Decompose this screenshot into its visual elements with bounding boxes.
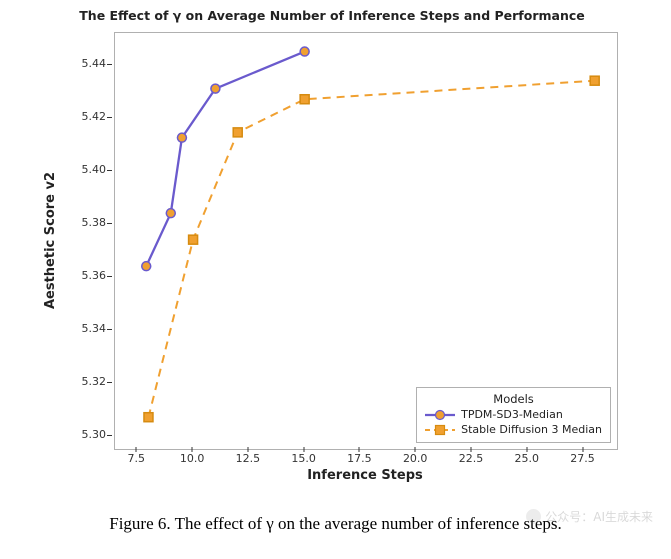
y-tick-label: 5.42 xyxy=(58,110,106,123)
y-tick-mark xyxy=(107,382,112,383)
x-tick-label: 17.5 xyxy=(347,452,372,465)
y-tick-mark xyxy=(107,276,112,277)
caption-label: Figure 6. xyxy=(109,514,170,533)
x-tick-label: 22.5 xyxy=(459,452,484,465)
y-tick-label: 5.32 xyxy=(58,375,106,388)
series-line xyxy=(148,81,594,418)
y-tick-mark xyxy=(107,170,112,171)
series-marker xyxy=(177,133,186,142)
series-line xyxy=(146,52,304,267)
series-marker xyxy=(300,95,309,104)
series-marker xyxy=(590,76,599,85)
legend-swatch xyxy=(425,409,455,421)
y-axis-label-text: Aesthetic Score v2 xyxy=(44,171,59,308)
y-tick-label: 5.36 xyxy=(58,269,106,282)
legend-label: TPDM-SD3-Median xyxy=(461,408,563,421)
x-tick-label: 27.5 xyxy=(570,452,595,465)
chart-title: The Effect of γ on Average Number of Inf… xyxy=(22,8,642,23)
x-axis-label: Inference Steps xyxy=(114,468,616,483)
y-tick-mark xyxy=(107,117,112,118)
x-tick-label: 7.5 xyxy=(128,452,146,465)
watermark-icon xyxy=(526,509,541,524)
y-tick-container: 5.30 5.32 5.34 5.36 5.38 5.40 5.42 5.44 xyxy=(58,32,106,448)
y-tick-label: 5.40 xyxy=(58,163,106,176)
legend-rows: TPDM-SD3-Median Stable Diffusion 3 Median xyxy=(425,408,602,436)
x-tick-label: 12.5 xyxy=(236,452,261,465)
y-tick-mark xyxy=(107,223,112,224)
y-tick-mark xyxy=(107,435,112,436)
y-tick-mark xyxy=(107,64,112,65)
series-marker xyxy=(142,262,151,271)
y-tick-mark xyxy=(107,329,112,330)
series-marker xyxy=(300,47,309,56)
series-marker xyxy=(233,128,242,137)
y-tick-label: 5.38 xyxy=(58,216,106,229)
series-marker xyxy=(189,235,198,244)
series-marker xyxy=(166,209,175,218)
series-marker xyxy=(211,84,220,93)
legend-label: Stable Diffusion 3 Median xyxy=(461,423,602,436)
legend-swatch xyxy=(425,424,455,436)
watermark-text: 公众号：AI生成未来 xyxy=(545,508,653,525)
legend-row: TPDM-SD3-Median xyxy=(425,408,602,421)
chart-outer: The Effect of γ on Average Number of Inf… xyxy=(22,6,642,496)
y-tick-label: 5.34 xyxy=(58,322,106,335)
figure-wrap: The Effect of γ on Average Number of Inf… xyxy=(0,0,671,559)
legend-title: Models xyxy=(425,392,602,406)
y-axis-label: Aesthetic Score v2 xyxy=(44,32,58,448)
y-tick-label: 5.44 xyxy=(58,57,106,70)
x-tick-label: 10.0 xyxy=(180,452,205,465)
x-tick-label: 15.0 xyxy=(291,452,316,465)
legend-row: Stable Diffusion 3 Median xyxy=(425,423,602,436)
caption-text: The effect of γ on the average number of… xyxy=(175,514,562,533)
x-tick-container: 7.5 10.0 12.5 15.0 17.5 20.0 22.5 25.0 27.5 xyxy=(114,448,616,464)
x-tick-label: 25.0 xyxy=(515,452,540,465)
legend: Models TPDM-SD3-Median Stable Diffusion 3… xyxy=(416,387,611,443)
x-tick-label: 20.0 xyxy=(403,452,428,465)
series-marker xyxy=(144,413,153,422)
plot-area: Models TPDM-SD3-Median Stable Diffusion 3… xyxy=(114,32,618,450)
watermark: 公众号：AI生成未来 xyxy=(526,508,653,525)
y-tick-label: 5.30 xyxy=(58,428,106,441)
